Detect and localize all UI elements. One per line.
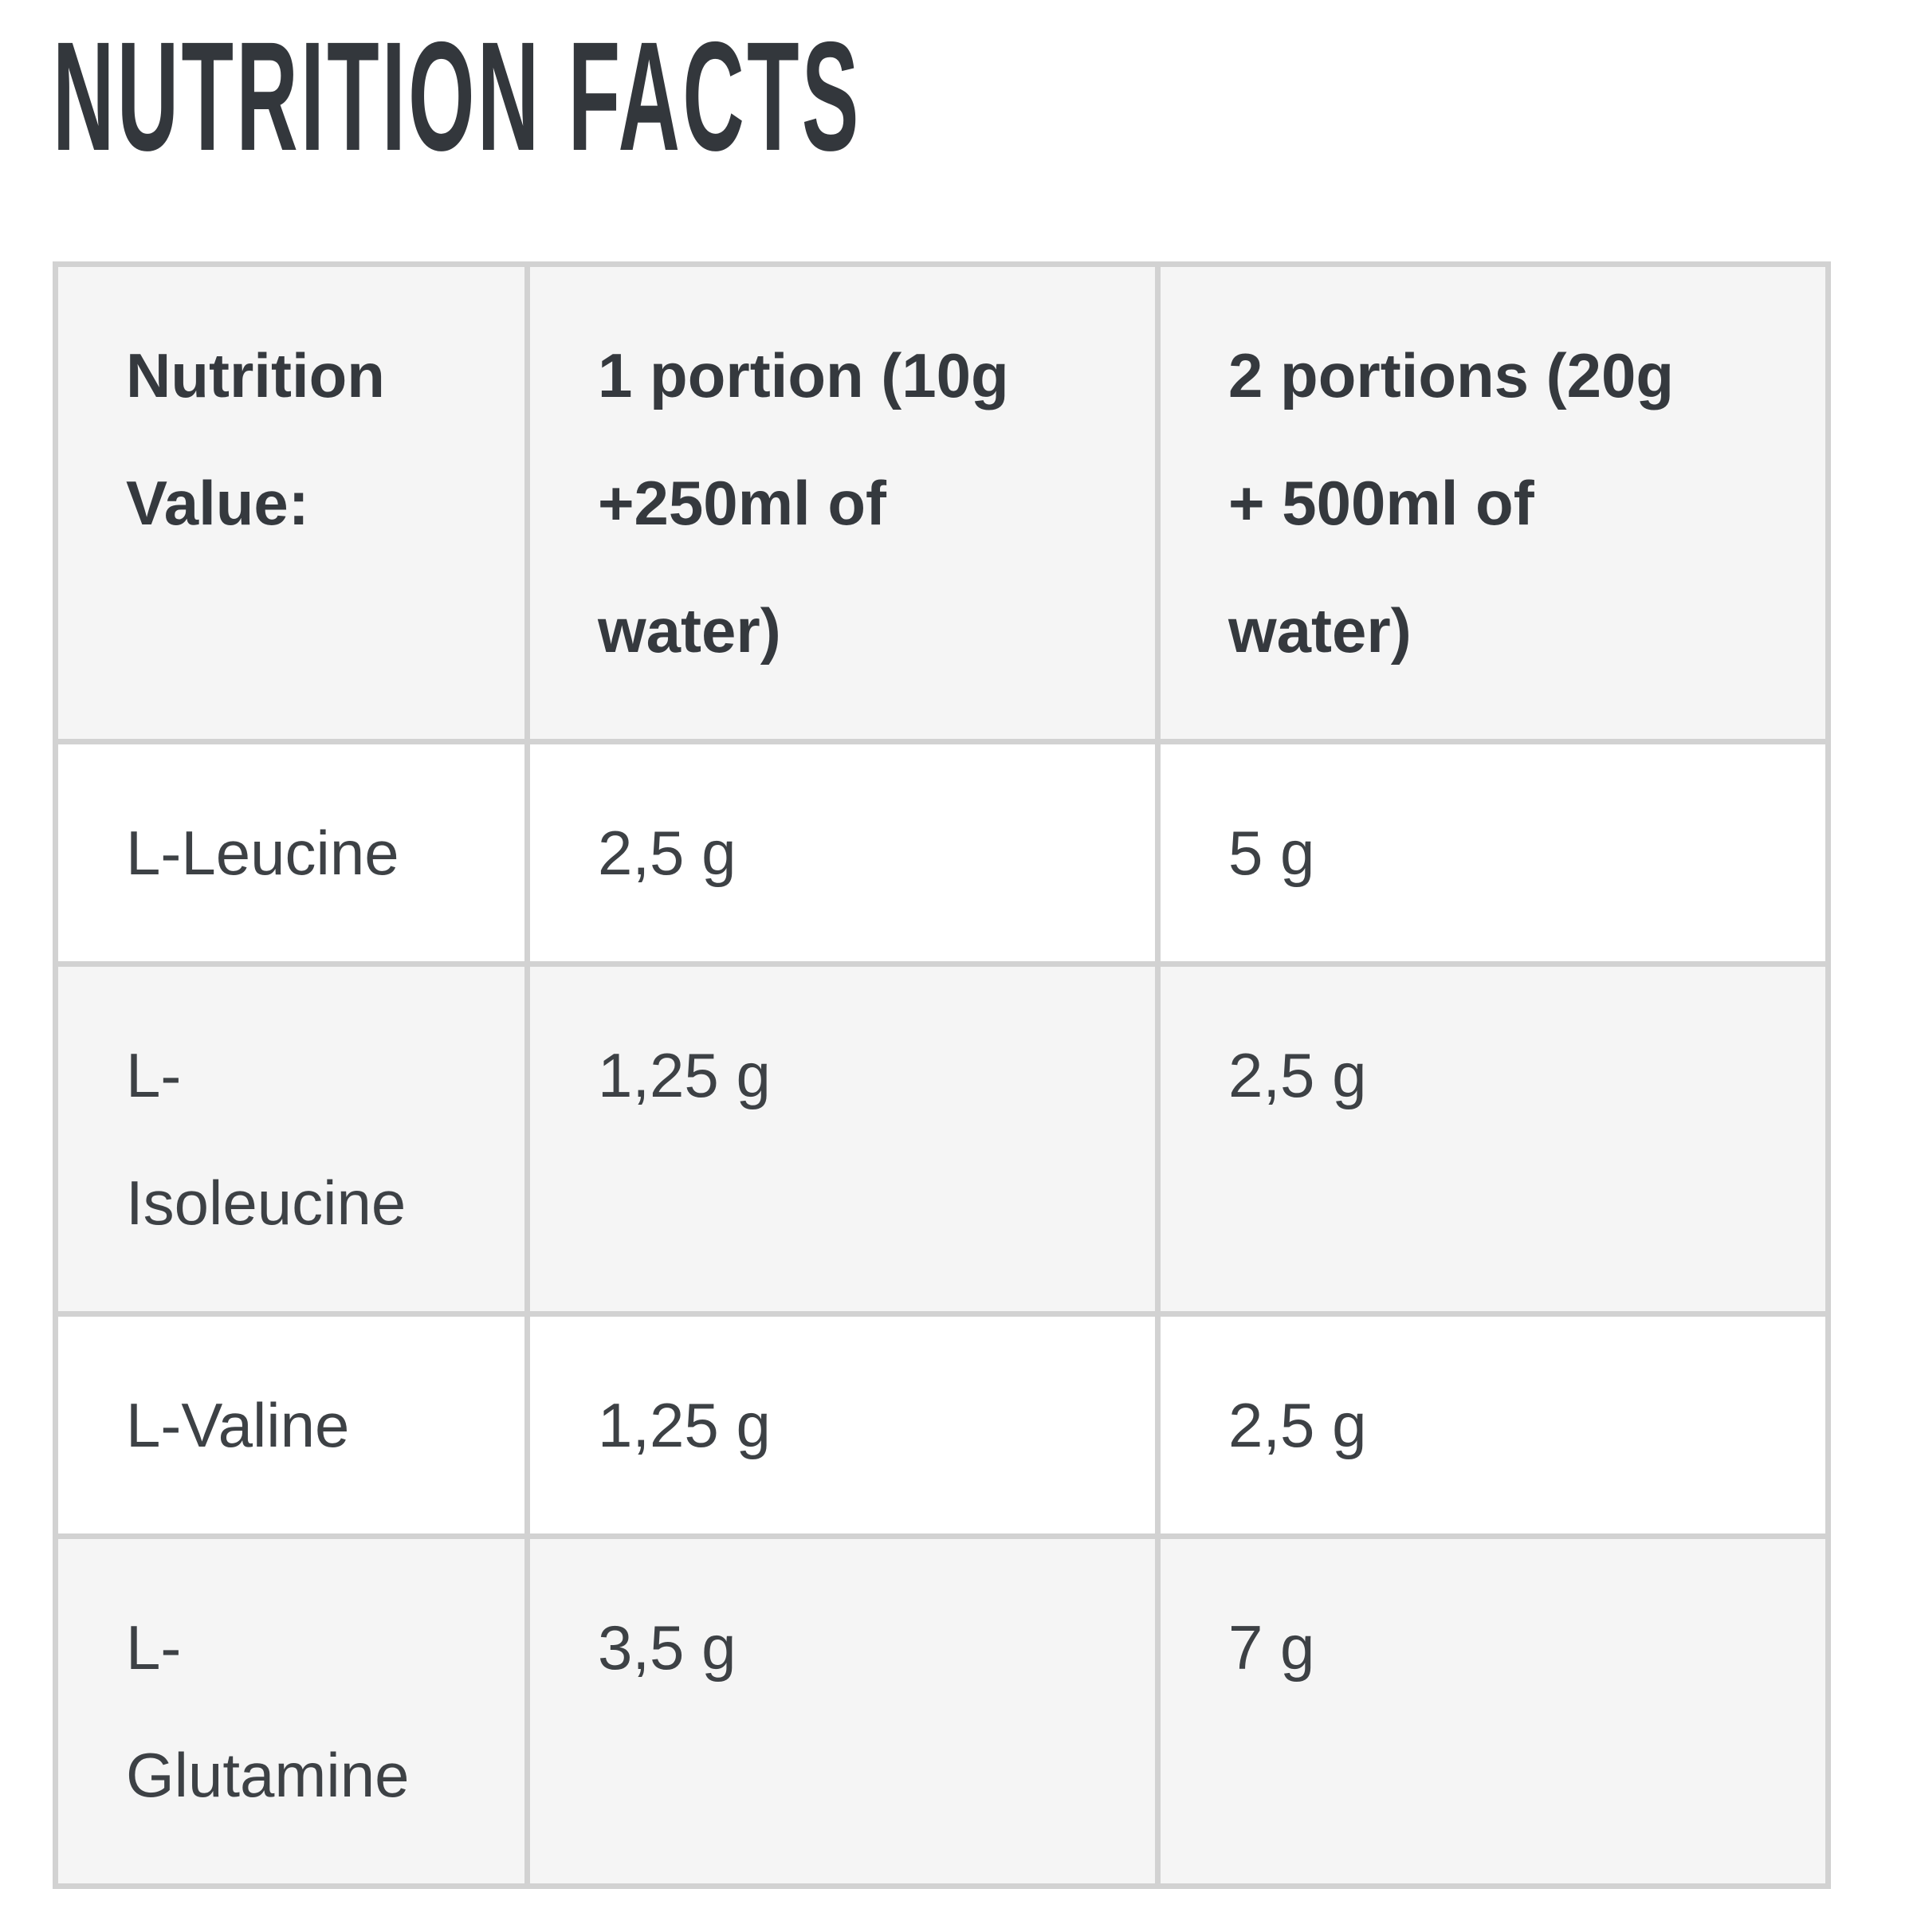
page-root: { "page": { "title": "NUTRITION FACTS" }… — [0, 19, 1913, 1932]
page-title: NUTRITION FACTS — [53, 10, 862, 183]
portion1-value-cell: 2,5 g — [524, 739, 1161, 967]
table-row: L-Leucine 2,5 g 5 g — [53, 739, 1831, 967]
header-cell-nutrition-value: Nutrition Value: — [53, 261, 530, 744]
portion1-value-cell: 3,5 g — [524, 1533, 1161, 1889]
portion2-value-cell: 7 g — [1155, 1533, 1831, 1889]
portion1-value-cell: 1,25 g — [524, 961, 1161, 1317]
row-label-cell: L-Valine — [53, 1311, 530, 1539]
table-row: L- Isoleucine 1,25 g 2,5 g — [53, 961, 1831, 1317]
portion2-value-cell: 2,5 g — [1155, 961, 1831, 1317]
nutrition-table: Nutrition Value: 1 portion (10g +250ml o… — [53, 261, 1831, 1889]
table-row: L-Valine 1,25 g 2,5 g — [53, 1311, 1831, 1539]
portion2-value-cell: 2,5 g — [1155, 1311, 1831, 1539]
header-row: Nutrition Value: 1 portion (10g +250ml o… — [53, 261, 1831, 744]
table-row: L- Glutamine 3,5 g 7 g — [53, 1533, 1831, 1889]
row-label-cell: L-Leucine — [53, 739, 530, 967]
header-cell-portion-2: 2 portions (20g + 500ml of water) — [1155, 261, 1831, 744]
portion1-value-cell: 1,25 g — [524, 1311, 1161, 1539]
header-cell-portion-1: 1 portion (10g +250ml of water) — [524, 261, 1161, 744]
row-label-cell: L- Glutamine — [53, 1533, 530, 1889]
portion2-value-cell: 5 g — [1155, 739, 1831, 967]
row-label-cell: L- Isoleucine — [53, 961, 530, 1317]
